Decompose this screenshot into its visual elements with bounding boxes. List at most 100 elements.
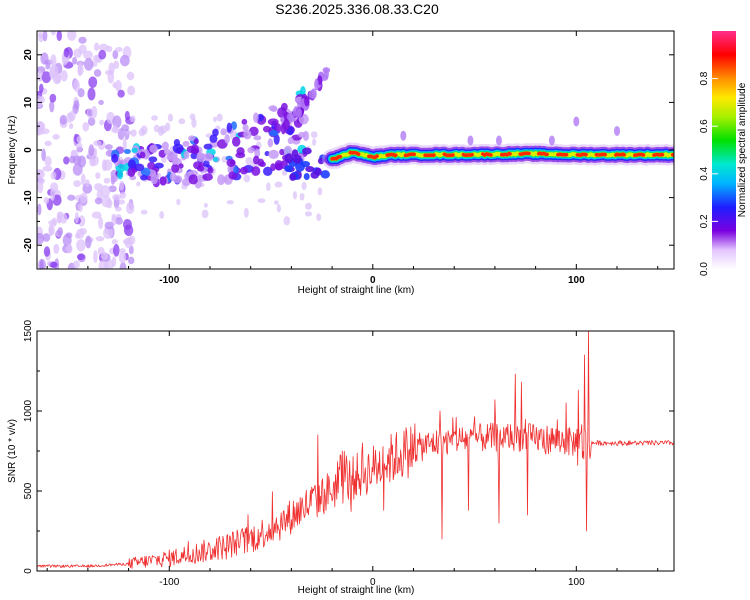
- spectrogram-band-blob: [212, 128, 219, 137]
- spectrogram-noise-blob: [112, 50, 119, 60]
- spectrogram-noise-blob: [76, 239, 86, 252]
- spectrogram-noise-blob: [65, 243, 73, 254]
- spectrogram-noise-blob: [49, 225, 55, 236]
- spectrogram-faint-blob: [266, 182, 271, 192]
- spectrogram-streak-blob: [308, 89, 316, 99]
- spectrogram-noise-blob: [100, 251, 108, 261]
- spectrogram-bump: [495, 135, 502, 146]
- spectrogram-noise-blob: [56, 31, 63, 42]
- spectrogram-noise-blob: [76, 136, 82, 144]
- spectrogram-band-blob: [281, 102, 288, 111]
- snr-series-line: [37, 331, 674, 569]
- spectrogram-band-blob: [230, 121, 237, 131]
- spectrogram-band-blob: [267, 118, 279, 126]
- spectrogram-band-blob: [262, 125, 271, 133]
- spectrogram-noise-blob: [119, 191, 127, 199]
- spectrogram-faint-blob: [312, 138, 317, 146]
- spectrogram-band-blob: [166, 154, 172, 161]
- spectrogram-faint-blob: [157, 126, 164, 137]
- spectrogram-band-blob: [188, 174, 198, 185]
- spectrogram-band-blob: [196, 152, 206, 162]
- spectrogram-noise-blob: [82, 122, 90, 132]
- spectrogram-streak-blob: [304, 96, 310, 107]
- spectrogram-noise-blob: [78, 36, 87, 44]
- spectrogram-noise-blob: [52, 134, 60, 140]
- spectrogram-faint-blob: [136, 181, 141, 187]
- spectrogram-noise-blob: [99, 119, 105, 126]
- spectrogram-bump: [400, 130, 407, 141]
- spectrogram-noise-blob: [98, 99, 104, 106]
- spectrogram-noise-blob: [98, 216, 104, 230]
- spectrogram-faint-blob: [317, 187, 323, 196]
- spectrogram-band-blob: [305, 165, 315, 173]
- snr-xtick-label: 0: [370, 577, 376, 588]
- spectrogram-ytick-label: 10: [23, 96, 34, 108]
- spectrogram-band-blob: [264, 151, 270, 157]
- spectrogram-noise-blob: [115, 217, 123, 225]
- spectrogram-noise-blob: [37, 121, 45, 132]
- snr-frame: [36, 330, 675, 572]
- spectrogram-band-blob: [110, 174, 118, 183]
- spectrogram-noise-blob: [119, 248, 126, 254]
- snr-ytick-label: 1500: [23, 319, 34, 342]
- spectrogram-noise-blob: [76, 228, 85, 239]
- spectrogram-noise-blob: [98, 43, 109, 52]
- spectrogram-noise-blob: [63, 156, 70, 165]
- spectrogram-noise-blob: [119, 262, 127, 269]
- spectrogram-noise-blob: [119, 54, 130, 67]
- spectrogram-faint-blob: [212, 116, 218, 123]
- spectrogram-bump: [467, 135, 474, 146]
- colorbar-tick-label: 0.0: [699, 262, 710, 276]
- spectrogram-ytick-label: -10: [23, 190, 34, 205]
- spectrogram-noise-blob: [115, 206, 122, 212]
- spectrogram-noise-blob: [83, 50, 93, 60]
- spectrogram-faint-blob: [276, 204, 281, 213]
- spectrogram-noise-blob: [51, 217, 57, 227]
- spectrogram-faint-blob: [216, 113, 223, 122]
- snr-xtick-label: 100: [568, 577, 585, 588]
- spectrogram-faint-blob: [257, 198, 266, 204]
- spectrogram-faint-blob: [310, 131, 318, 139]
- spectrogram-faint-blob: [167, 113, 174, 122]
- spectrogram-carrier-peak: [330, 150, 674, 161]
- spectrogram-noise-blob: [88, 76, 98, 88]
- spectrogram-band-blob: [149, 144, 158, 154]
- spectrogram-bump: [614, 125, 621, 136]
- spectrogram-band-blob: [295, 161, 305, 172]
- spectrogram-faint-blob: [140, 125, 148, 135]
- spectrogram-noise-blob: [78, 202, 83, 213]
- spectrogram-band-blob: [253, 112, 259, 123]
- spectrogram-noise-blob: [42, 165, 53, 172]
- spectrogram-noise-blob: [113, 244, 120, 257]
- spectrogram-faint-blob: [274, 181, 283, 188]
- spectrogram-band-blob: [202, 152, 214, 162]
- snr-xtick-label: -100: [159, 577, 179, 588]
- spectrogram-band-blob: [262, 166, 273, 177]
- spectrogram-noise-blob: [80, 173, 86, 186]
- spectrogram-noise-blob: [83, 57, 94, 71]
- spectrogram-noise-blob: [42, 233, 51, 242]
- spectrogram-noise-blob: [60, 70, 68, 82]
- spectrogram-noise-blob: [87, 117, 96, 126]
- spectrogram-band-blob: [248, 126, 259, 137]
- spectrogram-band-blob: [292, 154, 302, 164]
- spectrogram-faint-blob: [274, 200, 279, 205]
- spectrogram-noise-blob: [104, 69, 114, 76]
- colorbar-ticks: 0.0 0.2 0.4 0.6 0.8: [699, 71, 718, 276]
- spectrogram-band-blob: [242, 124, 249, 132]
- spectrogram-noise-blob: [38, 83, 44, 94]
- spectrogram-band-blob: [254, 148, 261, 158]
- spectrogram-band-blob: [212, 156, 219, 162]
- spectrogram-band-blob: [183, 150, 190, 160]
- spectrogram-noise-blob: [98, 259, 109, 269]
- snr-ytick-label: 0: [23, 568, 34, 574]
- spectrogram-noise-blob: [41, 148, 46, 162]
- spectrogram-band-blob: [127, 166, 136, 178]
- spectrogram-noise-blob: [101, 159, 108, 172]
- spectrogram-band-blob: [270, 106, 278, 113]
- spectrogram-noise-blob: [72, 260, 80, 269]
- spectrogram-noise-blob: [111, 239, 118, 245]
- spectrogram-noise-blob: [43, 246, 51, 257]
- spectrogram-noise-blob: [50, 54, 57, 67]
